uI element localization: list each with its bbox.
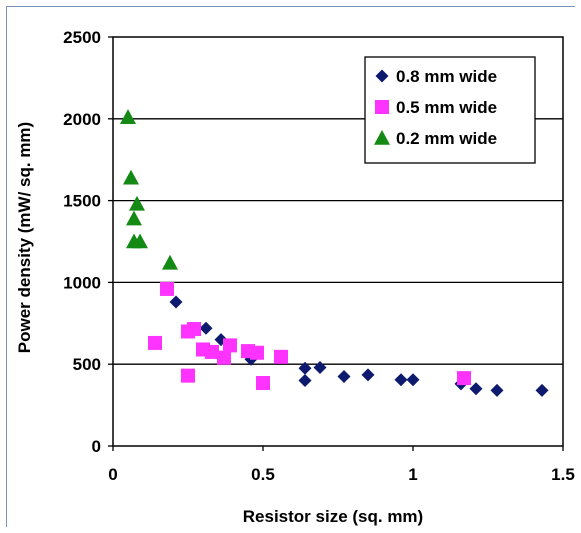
data-point — [169, 295, 183, 309]
y-tick-label: 0 — [92, 437, 101, 456]
y-tick-label: 2500 — [63, 28, 101, 47]
data-point — [298, 361, 312, 375]
plot-border — [112, 36, 564, 447]
y-tick-label: 2000 — [63, 110, 101, 129]
legend-entry-label: 0.5 mm wide — [396, 98, 497, 117]
legend-marker — [374, 130, 390, 145]
data-point — [129, 195, 145, 211]
data-point — [126, 210, 142, 226]
legend: 0.8 mm wide 0.5 mm wide 0.2 mm wide — [364, 56, 536, 164]
chart-frame — [6, 6, 575, 527]
data-point — [274, 349, 288, 364]
legend-box — [364, 56, 536, 164]
data-point — [313, 360, 327, 374]
data-point — [535, 383, 549, 397]
data-point — [406, 373, 420, 387]
data-point — [199, 321, 213, 335]
data-point — [337, 369, 351, 383]
data-point — [160, 281, 174, 296]
y-tick-label: 1000 — [63, 273, 101, 292]
legend-marker — [375, 69, 389, 83]
data-point — [457, 371, 471, 386]
data-point — [123, 169, 139, 185]
x-tick-label: 0 — [108, 465, 117, 484]
axis-layer: 0 500 1000 1500 2000 2500 0 0.5 1 1.5 — [63, 28, 575, 484]
data-point — [205, 344, 219, 359]
x-tick-label: 1.5 — [551, 465, 575, 484]
data-point — [298, 374, 312, 388]
data-point — [256, 376, 270, 391]
data-point — [181, 368, 195, 383]
x-tick-label: 1 — [408, 465, 417, 484]
data-point — [162, 254, 178, 270]
data-point — [394, 373, 408, 387]
y-axis-label: Power density (mW/ sq. mm) — [15, 122, 34, 353]
data-layer — [120, 109, 549, 397]
data-point — [217, 350, 231, 365]
data-point — [187, 322, 201, 337]
legend-marker — [375, 100, 389, 114]
data-point — [223, 338, 237, 353]
data-point — [148, 335, 162, 350]
x-axis-label: Resistor size (sq. mm) — [243, 507, 423, 526]
data-point — [132, 233, 148, 249]
data-point — [120, 109, 136, 124]
legend-entry-label: 0.2 mm wide — [396, 129, 497, 148]
data-point — [469, 382, 483, 396]
data-point — [361, 368, 375, 382]
data-point — [250, 345, 264, 360]
x-tick-label: 0.5 — [251, 465, 275, 484]
y-tick-label: 1500 — [63, 192, 101, 211]
data-point — [490, 383, 504, 397]
legend-entry-label: 0.8 mm wide — [396, 67, 497, 86]
y-tick-label: 500 — [73, 355, 101, 374]
